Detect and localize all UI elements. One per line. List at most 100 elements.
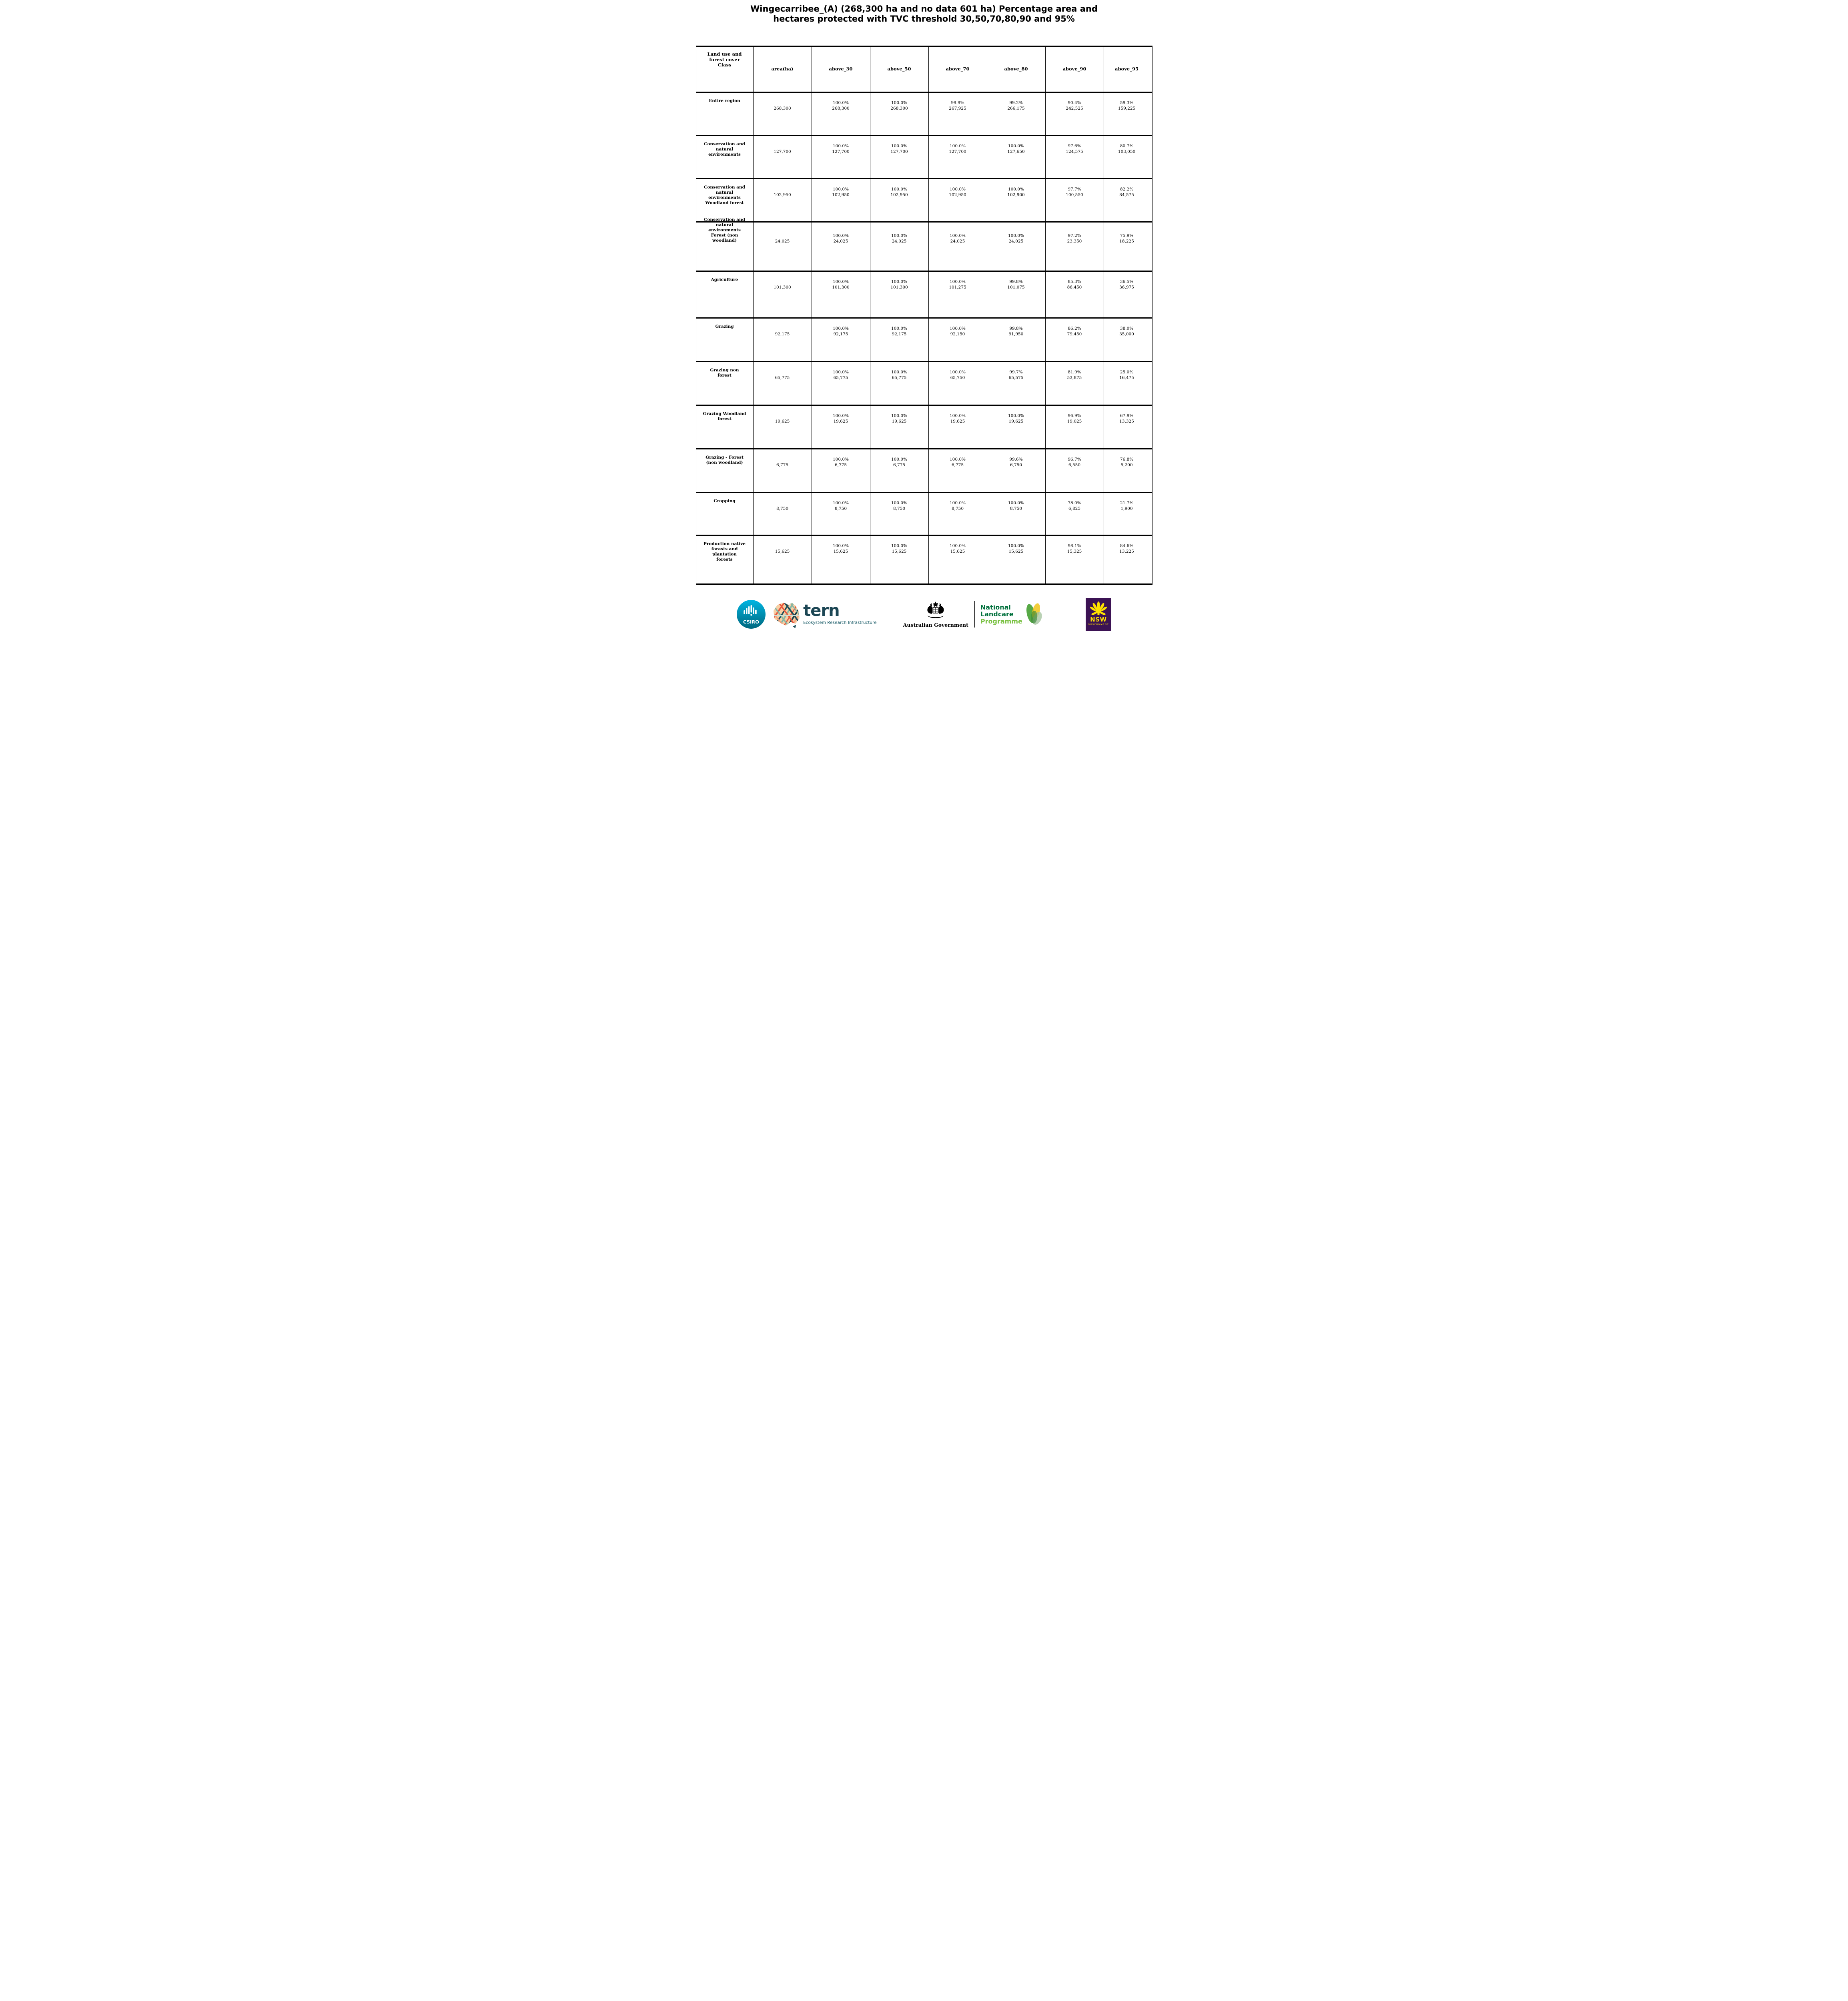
- cell-above-95: 67.9% 13,325: [1103, 406, 1150, 448]
- cell-class-label: Grazing: [715, 324, 734, 329]
- cell-above-50: 100.0% 8,750: [870, 493, 928, 535]
- cell-above-70: 100.0% 15,625: [928, 536, 987, 583]
- cell-above-95: 21.7% 1,900: [1103, 493, 1150, 535]
- cell-above-50: 100.0% 15,625: [870, 536, 928, 583]
- cell-above-30: 100.0% 6,775: [811, 449, 870, 492]
- table-row: Grazing non forest 65,775 100.0% 65,775 100.…: [696, 361, 1152, 405]
- table-row: Grazing Woodland forest 19,625 100.0% 19,62…: [696, 405, 1152, 448]
- cell-above-95: 76.8% 5,200: [1103, 449, 1150, 492]
- cell-above-95: 38.0% 35,000: [1103, 319, 1150, 361]
- landcare-line1: National: [980, 603, 1011, 611]
- cell-area: 127,700: [753, 136, 812, 178]
- landcare-leaf-icon: [1026, 603, 1042, 625]
- cell-class-label: Production native forests and plantation…: [704, 541, 746, 562]
- logo-divider: [974, 601, 975, 628]
- nsw-government-logo: NSW GOVERNMENT: [1085, 598, 1111, 631]
- col-header-above-80: above_80: [986, 47, 1045, 92]
- landuse-table: Land use and forest cover Class area(ha)…: [696, 46, 1152, 585]
- cell-above-80: 99.7% 65,575: [986, 362, 1045, 405]
- cell-above-95: 59.3% 159,225: [1103, 93, 1150, 135]
- cell-above-30: 100.0% 15,625: [811, 536, 870, 583]
- cell-above-95: 36.5% 36,975: [1103, 272, 1150, 317]
- cell-above-70: 99.9% 267,925: [928, 93, 987, 135]
- cell-above-95: 82.2% 84,575: [1103, 179, 1150, 221]
- cell-above-70: 100.0% 92,150: [928, 319, 987, 361]
- tern-wordmark: tern: [803, 601, 840, 620]
- col-header-class: Land use and forest cover Class: [707, 51, 742, 68]
- col-header-above-70: above_70: [928, 47, 987, 92]
- table-row: Conservation and natural environments Wo…: [696, 178, 1152, 221]
- cell-above-50: 100.0% 65,775: [870, 362, 928, 405]
- cell-above-30: 100.0% 65,775: [811, 362, 870, 405]
- cell-area: 19,625: [753, 406, 812, 448]
- cell-area: 15,625: [753, 536, 812, 583]
- cell-class-label: Entire region: [709, 98, 740, 103]
- logo-strip: CSIRO: [693, 597, 1155, 632]
- col-header-above-30: above_30: [811, 47, 870, 92]
- cell-above-70: 100.0% 24,025: [928, 223, 987, 271]
- cell-area: 24,025: [753, 223, 812, 271]
- cell-above-80: 99.2% 266,175: [986, 93, 1045, 135]
- landcare-line3: Programme: [980, 617, 1022, 625]
- cell-above-50: 100.0% 268,300: [870, 93, 928, 135]
- cell-above-70: 100.0% 127,700: [928, 136, 987, 178]
- cell-above-70: 100.0% 8,750: [928, 493, 987, 535]
- table-row: Grazing - Forest (non woodland) 6,775 100.…: [696, 448, 1152, 492]
- cell-above-95: 80.7% 103,050: [1103, 136, 1150, 178]
- cell-above-30: 100.0% 24,025: [811, 223, 870, 271]
- cell-above-90: 86.2% 79,450: [1045, 319, 1104, 361]
- cell-above-50: 100.0% 19,625: [870, 406, 928, 448]
- table-row: Grazing 92,175 100.0% 92,175 100.0% 92,175 100…: [696, 317, 1152, 361]
- cell-above-30: 100.0% 19,625: [811, 406, 870, 448]
- cell-above-30: 100.0% 8,750: [811, 493, 870, 535]
- cell-above-90: 97.2% 23,350: [1045, 223, 1104, 271]
- cell-class-label: Conservation and natural environments Wo…: [704, 185, 745, 205]
- cell-class-label: Grazing - Forest (non woodland): [706, 455, 744, 465]
- nsw-wordmark: NSW: [1090, 616, 1107, 623]
- cell-above-80: 100.0% 24,025: [986, 223, 1045, 271]
- cell-above-80: 100.0% 127,650: [986, 136, 1045, 178]
- csiro-icon: CSIRO: [737, 600, 766, 629]
- cell-above-90: 90.4% 242,525: [1045, 93, 1104, 135]
- cell-above-90: 96.7% 6,550: [1045, 449, 1104, 492]
- cell-class-label: Grazing non forest: [710, 368, 739, 378]
- cell-area: 101,300: [753, 272, 812, 317]
- cell-area: 65,775: [753, 362, 812, 405]
- cell-above-90: 98.1% 15,325: [1045, 536, 1104, 583]
- cell-above-80: 99.8% 91,950: [986, 319, 1045, 361]
- cell-above-30: 100.0% 92,175: [811, 319, 870, 361]
- cell-above-50: 100.0% 6,775: [870, 449, 928, 492]
- cell-above-90: 81.9% 53,875: [1045, 362, 1104, 405]
- tern-tagline: Ecosystem Research Infrastructure: [803, 620, 877, 625]
- cell-above-90: 96.9% 19,025: [1045, 406, 1104, 448]
- cell-class-label: Grazing Woodland forest: [703, 411, 746, 421]
- cell-area: 92,175: [753, 319, 812, 361]
- col-header-above-50: above_50: [870, 47, 928, 92]
- tern-map-icon: [773, 602, 800, 629]
- cell-above-80: 99.6% 6,750: [986, 449, 1045, 492]
- cell-above-50: 100.0% 102,950: [870, 179, 928, 221]
- table-row: Conservation and natural environments 127…: [696, 135, 1152, 178]
- cell-above-95: 25.0% 16,475: [1103, 362, 1150, 405]
- col-header-area: area(ha): [753, 47, 812, 92]
- cell-above-80: 100.0% 19,625: [986, 406, 1045, 448]
- cell-class-label: Agriculture: [711, 277, 738, 282]
- table-row: Conservation and natural environments Fo…: [696, 217, 1152, 271]
- table-row: Agriculture 101,300 100.0% 101,300 100.0% 101…: [696, 271, 1152, 317]
- australian-government-logo: Australian Government: [903, 601, 968, 628]
- cell-class-label: Conservation and natural environments: [704, 142, 745, 157]
- cell-above-30: 100.0% 127,700: [811, 136, 870, 178]
- cell-above-90: 85.3% 86,450: [1045, 272, 1104, 317]
- table-row: Production native forests and plantation…: [696, 535, 1152, 583]
- table-row: Cropping 8,750 100.0% 8,750 100.0% 8,750 100.0…: [696, 492, 1152, 535]
- cell-above-30: 100.0% 101,300: [811, 272, 870, 317]
- nsw-waratah-icon: [1090, 602, 1107, 615]
- cell-area: 102,950: [753, 179, 812, 221]
- cell-area: 8,750: [753, 493, 812, 535]
- cell-above-95: 75.9% 18,225: [1103, 223, 1150, 271]
- cell-above-70: 100.0% 101,275: [928, 272, 987, 317]
- cell-above-90: 78.0% 6,825: [1045, 493, 1104, 535]
- cell-above-30: 100.0% 102,950: [811, 179, 870, 221]
- cell-class-label: Cropping: [714, 499, 736, 503]
- national-landcare-logo: National Landcare Programme: [980, 602, 1044, 626]
